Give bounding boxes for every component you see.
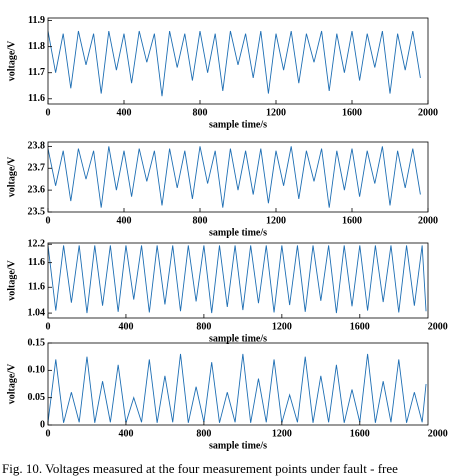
- y-tick-label: 11.7: [28, 67, 45, 78]
- x-tick-label: 1200: [266, 107, 286, 118]
- x-axis-label: sample time/s: [209, 440, 267, 451]
- x-tick-label: 1200: [272, 321, 292, 332]
- y-tick-label: 0.05: [28, 392, 46, 403]
- y-tick-label: 11.9: [28, 15, 45, 26]
- data-line: [48, 353, 427, 423]
- x-tick-label: 2000: [418, 107, 438, 118]
- x-tick-label: 0: [46, 215, 51, 226]
- plot-frame: [47, 342, 429, 426]
- y-tick-label: 11.6: [28, 282, 45, 293]
- x-tick-label: 1200: [272, 428, 292, 439]
- x-tick-label: 800: [193, 215, 208, 226]
- x-tick-label: 400: [118, 428, 133, 439]
- x-tick-label: 400: [117, 107, 132, 118]
- y-tick-label: 23.7: [28, 163, 46, 174]
- x-axis-label: sample time/s: [209, 227, 267, 238]
- data-line: [48, 30, 421, 97]
- plot-frame: [47, 141, 429, 213]
- data-line: [48, 245, 427, 314]
- y-tick-label: 12.2: [28, 239, 46, 250]
- x-tick-label: 0: [46, 107, 51, 118]
- x-tick-label: 800: [196, 428, 211, 439]
- x-tick-label: 0: [46, 428, 51, 439]
- y-tick-label: 23.6: [28, 184, 46, 195]
- x-axis-label: sample time/s: [209, 333, 267, 344]
- caption: Fig. 10. Voltages measured at the four m…: [2, 461, 398, 476]
- x-tick-label: 2000: [428, 428, 448, 439]
- y-axis-label: voltage/V: [6, 363, 17, 404]
- y-tick-label: 23.8: [28, 141, 46, 152]
- x-tick-label: 1600: [350, 428, 370, 439]
- y-tick-label: 23.5: [28, 206, 46, 217]
- y-axis-label: voltage/V: [6, 259, 17, 300]
- y-tick-label: 11.6: [28, 93, 45, 104]
- x-tick-label: 2000: [418, 215, 438, 226]
- x-tick-label: 1600: [342, 107, 362, 118]
- y-axis-label: voltage/V: [6, 40, 17, 81]
- x-tick-label: 1600: [350, 321, 370, 332]
- y-tick-label: 0.15: [28, 337, 46, 348]
- x-tick-label: 0: [46, 321, 51, 332]
- x-axis-label: sample time/s: [209, 119, 267, 130]
- y-tick-label: 0: [40, 419, 45, 430]
- x-tick-label: 1600: [342, 215, 362, 226]
- x-tick-label: 800: [196, 321, 211, 332]
- y-tick-label: 1.04: [28, 307, 46, 318]
- plot-frame: [47, 17, 429, 105]
- y-tick-label: 11.8: [28, 41, 45, 52]
- x-tick-label: 2000: [428, 321, 448, 332]
- x-tick-label: 800: [193, 107, 208, 118]
- x-tick-label: 400: [118, 321, 133, 332]
- y-tick-label: 11.6: [28, 257, 45, 268]
- plot-frame: [47, 242, 429, 319]
- data-line: [48, 146, 421, 208]
- x-tick-label: 400: [117, 215, 132, 226]
- x-tick-label: 1200: [266, 215, 286, 226]
- y-tick-label: 0.10: [28, 365, 46, 376]
- y-axis-label: voltage/V: [6, 156, 17, 197]
